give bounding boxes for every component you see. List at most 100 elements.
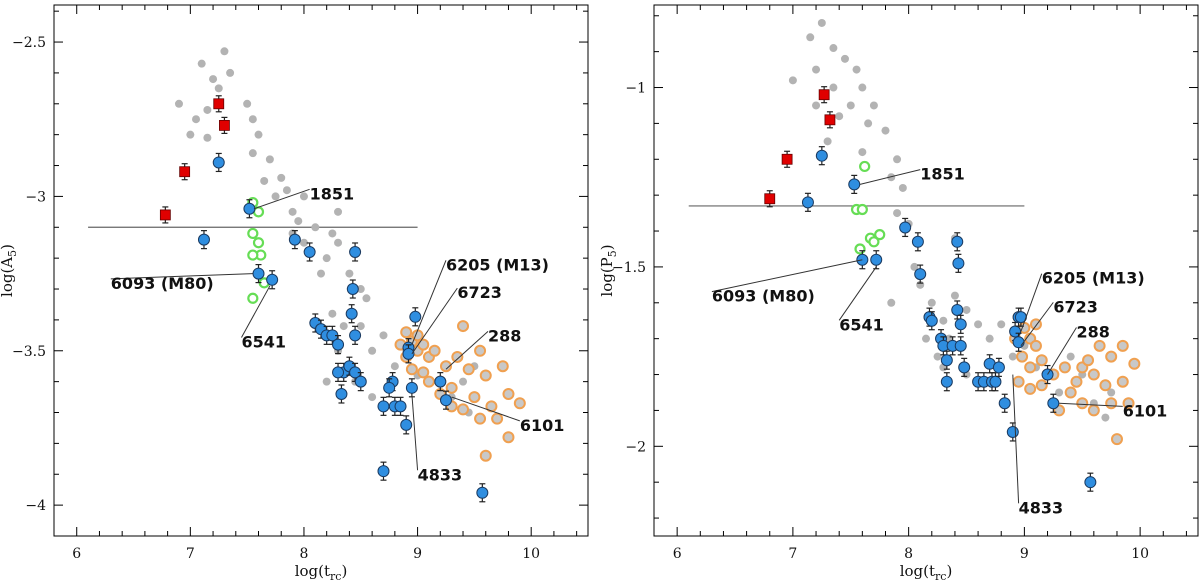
x-tick-label: 8: [904, 546, 913, 562]
blue-point: [911, 235, 924, 248]
annotation-label: 1851: [920, 165, 965, 184]
gray-point: [203, 105, 212, 114]
x-axis-label-end: ): [341, 562, 347, 580]
gray-point: [192, 115, 201, 124]
gray-point: [985, 334, 994, 343]
orange-point: [417, 366, 430, 379]
x-axis-label-sub: rc: [330, 570, 341, 580]
gray-point: [368, 346, 377, 355]
gray-point: [962, 305, 971, 314]
annotation-leader: [110, 273, 253, 280]
gray-point: [390, 362, 399, 371]
gray-point: [846, 101, 855, 110]
gray-point: [898, 183, 907, 192]
orange-point: [439, 360, 452, 373]
annotation-label: 288: [1076, 322, 1109, 341]
gray-point: [1107, 388, 1116, 397]
annotation-leader: [451, 396, 520, 422]
blue-point: [409, 310, 422, 323]
blue-point: [801, 196, 814, 209]
gray-point: [974, 320, 983, 329]
x-axis-label: log(trc): [295, 562, 348, 580]
orange-point: [1016, 350, 1029, 363]
annotation-leader: [1020, 273, 1043, 332]
blue-point: [335, 387, 348, 400]
red-point: [219, 120, 230, 131]
gray-point: [997, 320, 1006, 329]
series-blue-clusters: [197, 152, 489, 503]
gray-point: [379, 331, 388, 340]
blue-point: [303, 245, 316, 258]
x-axis-label-end: ): [946, 562, 952, 580]
gray-point: [806, 33, 815, 42]
blue-point: [1047, 397, 1060, 410]
gray-point: [869, 101, 878, 110]
blue-point: [1009, 325, 1022, 338]
blue-point: [989, 375, 1002, 388]
y-axis-label-end: ): [0, 244, 16, 250]
annotation-label: 6101: [1123, 401, 1168, 420]
blue-point: [439, 394, 452, 407]
gray-point: [840, 54, 849, 63]
gray-point: [299, 238, 308, 247]
series-green-rings: [850, 160, 886, 266]
orange-point: [496, 360, 509, 373]
blue-point: [349, 329, 362, 342]
gray-point: [265, 155, 274, 164]
gray-point: [271, 192, 280, 201]
orange-point: [1105, 350, 1118, 363]
blue-point: [914, 268, 927, 281]
gray-point: [322, 254, 331, 263]
orange-point: [1116, 375, 1129, 388]
orange-point: [1058, 361, 1071, 374]
red-point: [764, 193, 776, 205]
orange-point: [405, 363, 418, 376]
plot-frame: [53, 4, 589, 537]
gray-point: [220, 47, 229, 56]
blue-point: [848, 178, 861, 191]
blue-point: [940, 354, 953, 367]
y-tick-label: −2.5: [12, 35, 46, 51]
gray-point: [858, 83, 867, 92]
red-point: [781, 153, 793, 165]
blue-point: [377, 400, 390, 413]
gray-point: [322, 377, 331, 386]
blue-point: [243, 202, 256, 215]
annotation-leader: [1012, 374, 1020, 504]
blue-point: [925, 314, 938, 327]
orange-point: [491, 412, 504, 425]
blue-point: [899, 221, 912, 234]
green-point: [874, 229, 886, 241]
gray-point: [922, 334, 930, 343]
gray-point: [334, 238, 343, 247]
gray-point: [950, 291, 959, 300]
gray-point: [243, 99, 252, 108]
annotation-leader: [1047, 327, 1077, 375]
gray-point: [282, 186, 291, 195]
x-tick-label: 8: [299, 546, 308, 562]
x-tick-label: 10: [522, 546, 540, 562]
gray-point: [939, 316, 948, 325]
blue-point: [951, 235, 964, 248]
x-axis-label-sub: rc: [935, 570, 946, 580]
gray-point: [893, 155, 902, 164]
gray-point: [334, 207, 343, 216]
gray-point: [248, 149, 257, 158]
orange-point: [1122, 397, 1135, 410]
gray-point: [817, 18, 826, 27]
series-red-squares: [159, 95, 230, 224]
green-point: [868, 236, 880, 248]
annotation-label: 6205 (M13): [1042, 269, 1145, 288]
x-tick-label: 6: [72, 546, 81, 562]
gray-point: [214, 84, 223, 93]
gray-point: [260, 176, 269, 185]
x-tick-label: 9: [413, 546, 422, 562]
orange-point: [1064, 386, 1077, 399]
orange-point: [1105, 397, 1118, 410]
annotation-leader: [838, 266, 877, 321]
y-tick-label: −1: [625, 81, 646, 97]
gray-point: [823, 137, 832, 146]
gray-point: [829, 83, 838, 92]
annotation-leader: [859, 169, 921, 185]
blue-point: [992, 361, 1005, 374]
